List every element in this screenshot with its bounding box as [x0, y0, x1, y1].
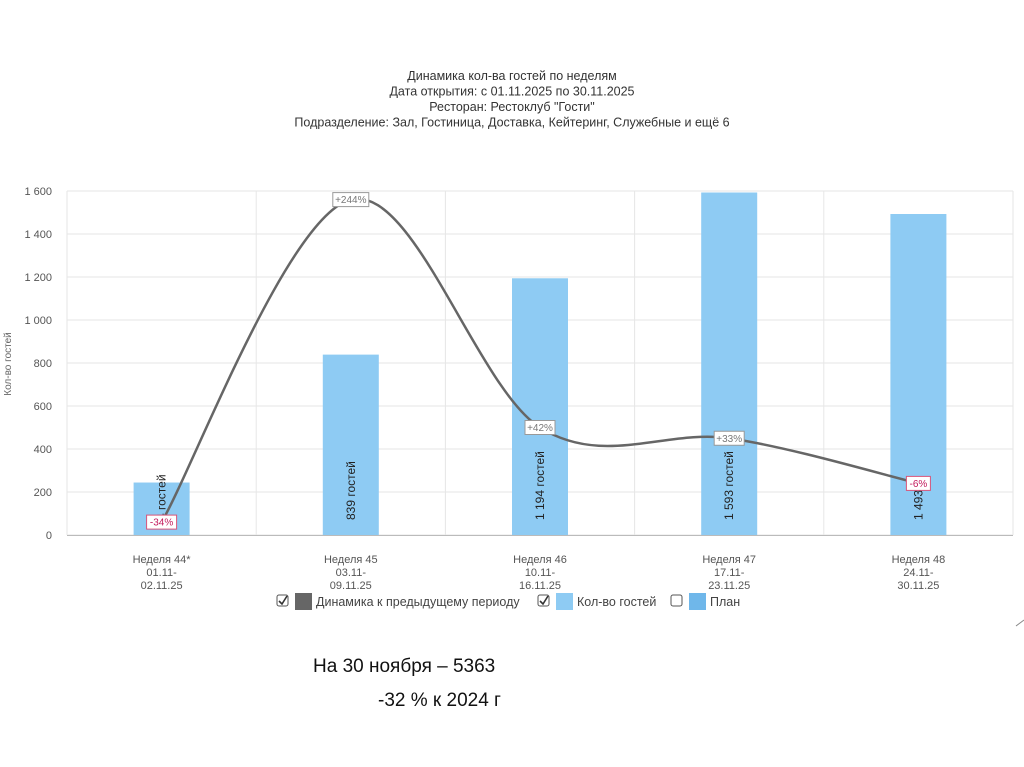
x-tick-label: 09.11.25 [330, 580, 372, 592]
chart-title-line: Динамика кол-ва гостей по неделям [407, 69, 616, 83]
dynamics-label-box [524, 420, 556, 435]
x-tick-label: 03.11- [336, 567, 367, 579]
bar-value-label: 1 593 гостей [722, 451, 736, 520]
check-icon [278, 595, 288, 606]
legend-item[interactable]: Кол-во гостей [537, 593, 656, 610]
y-axis: 0 200 400 600 800 1 000 1 200 1 400 1 600 [24, 186, 52, 542]
legend-item[interactable]: План [670, 593, 740, 610]
bar-value-label: 839 гостей [344, 461, 358, 520]
y-tick-label: 1 600 [24, 186, 52, 198]
chart-title-line: Подразделение: Зал, Гостиница, Доставка,… [294, 116, 729, 130]
summary-yoy: -32 % к 2024 г [378, 690, 501, 711]
x-tick-label: 01.11- [146, 567, 177, 579]
summary-total: На 30 ноября – 5363 [313, 656, 496, 677]
x-tick-label: Неделя 48 [892, 554, 946, 566]
y-tick-label: 1 000 [24, 315, 52, 327]
x-tick-label: 02.11.25 [141, 580, 183, 592]
legend-label: План [710, 595, 740, 609]
bar [512, 278, 568, 535]
dynamics-label-box [332, 192, 370, 208]
bar-value-label: 4 гостей [155, 474, 169, 520]
bar [322, 354, 379, 535]
dynamics-label: -6% [910, 479, 928, 490]
x-tick-label: Неделя 47 [702, 554, 756, 566]
dynamics-label: +244% [335, 195, 367, 206]
legend-item[interactable]: Динамика к предыдущему периоду [276, 593, 520, 610]
y-tick-label: 1 200 [24, 272, 52, 284]
dynamics-label: +42% [527, 423, 553, 434]
dynamics-label: +33% [716, 434, 742, 445]
bar [701, 192, 758, 535]
dynamics-line-series: -34% +244% +42% +33% -6% [146, 192, 931, 530]
y-axis-label: Кол-во гостей [3, 332, 14, 395]
bar-value-label: 1 194 гостей [533, 451, 547, 520]
dynamics-label-box [905, 475, 931, 491]
dynamics-label-box [713, 430, 745, 446]
bar-value-label: 1 493 [911, 490, 925, 520]
y-tick-label: 1 400 [24, 229, 52, 241]
legend-label: Кол-во гостей [577, 595, 656, 609]
legend-checkbox[interactable] [670, 594, 683, 607]
legend-swatch [556, 593, 573, 610]
y-tick-label: 200 [34, 487, 52, 499]
x-tick-label: Неделя 46 [513, 554, 567, 566]
chart-title-line: Ресторан: Рестоклуб "Гости" [429, 100, 594, 114]
x-tick-label: 23.11.25 [708, 580, 750, 592]
x-tick-label: 10.11- [525, 567, 556, 579]
dynamics-label: -34% [150, 518, 173, 529]
y-tick-label: 600 [34, 401, 52, 413]
x-tick-label: 24.11- [903, 567, 934, 579]
y-tick-label: 800 [34, 358, 52, 370]
x-tick-label: 30.11.25 [897, 580, 939, 592]
edge-mark [1015, 619, 1024, 627]
dynamics-line [160, 197, 919, 523]
check-icon [539, 595, 549, 606]
y-tick-label: 400 [34, 444, 52, 456]
x-tick-label: 17.11- [714, 567, 745, 579]
chart-title: Динамика кол-ва гостей по неделям Дата от… [294, 69, 729, 130]
x-tick-label: Неделя 45 [324, 554, 378, 566]
dynamics-label-box [146, 514, 178, 530]
x-tick-label: 16.11.25 [519, 580, 561, 592]
legend-swatch [295, 593, 312, 610]
chart-title-line: Дата открытия: с 01.11.2025 по 30.11.202… [389, 85, 634, 99]
y-tick-label: 0 [46, 530, 52, 542]
x-tick-label: Неделя 44* [133, 554, 192, 566]
bars-series: 4 гостей 839 гостей 1 194 гостей 1 593 гост… [133, 192, 947, 535]
legend-label: Динамика к предыдущему периоду [316, 595, 520, 609]
chart-legend: Динамика к предыдущему периоду Кол-во гос… [276, 593, 740, 610]
x-axis: Неделя 44*01.11-02.11.25 Неделя 4503.11-0… [67, 535, 1013, 592]
legend-swatch [689, 593, 706, 610]
